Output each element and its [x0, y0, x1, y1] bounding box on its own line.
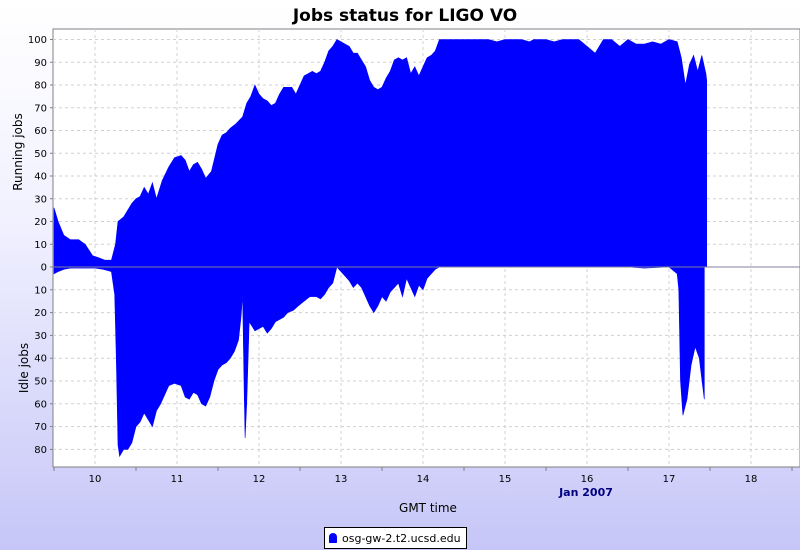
y-tick-label-idle: 20 — [34, 308, 47, 319]
y-tick-label-idle: 40 — [34, 354, 47, 365]
x-tick-label: 13 — [335, 474, 348, 485]
y-tick-label-idle: 30 — [34, 331, 47, 342]
x-tick-label: 12 — [253, 474, 266, 485]
x-axis-date-label: Jan 2007 — [558, 486, 613, 499]
y-tick-label-running: 70 — [34, 103, 47, 114]
y-tick-label-idle: 10 — [34, 285, 47, 296]
x-tick-label: 10 — [89, 474, 102, 485]
y-tick-label-running: 0 — [41, 263, 47, 274]
y-tick-label-running: 100 — [28, 35, 47, 46]
y-tick-label-idle: 60 — [34, 399, 47, 410]
y-tick-label-idle: 50 — [34, 377, 47, 388]
y-axis-label-idle: Idle jobs — [17, 343, 31, 393]
y-axis-running: 0 10 20 30 40 50 60 70 80 90 100 — [28, 35, 53, 274]
x-tick-label: 16 — [581, 474, 594, 485]
x-tick-label: 15 — [499, 474, 512, 485]
y-axis-idle: 10 20 30 40 50 60 70 80 — [34, 285, 53, 456]
y-tick-label-running: 20 — [34, 217, 47, 228]
y-tick-label-idle: 80 — [34, 445, 47, 456]
running-jobs-area — [53, 39, 707, 268]
chart-title: Jobs status for LIGO VO — [292, 6, 517, 26]
x-tick-label: 18 — [745, 474, 758, 485]
x-axis: 10 11 12 13 14 15 16 17 18 — [53, 467, 793, 485]
y-tick-label-running: 50 — [34, 149, 47, 160]
y-tick-label-running: 30 — [34, 194, 47, 205]
x-tick-label: 11 — [171, 474, 184, 485]
y-tick-label-idle: 70 — [34, 422, 47, 433]
y-tick-label-running: 80 — [34, 81, 47, 92]
legend-swatch-icon — [329, 533, 337, 543]
x-tick-label: 17 — [663, 474, 676, 485]
legend: osg-gw-2.t2.ucsd.edu — [324, 527, 467, 549]
x-axis-label: GMT time — [399, 501, 457, 515]
y-tick-label-running: 40 — [34, 172, 47, 183]
y-tick-label-running: 10 — [34, 240, 47, 251]
y-tick-label-running: 90 — [34, 58, 47, 69]
legend-series-label: osg-gw-2.t2.ucsd.edu — [342, 531, 461, 545]
x-tick-label: 14 — [417, 474, 430, 485]
y-tick-label-running: 60 — [34, 126, 47, 137]
y-axis-label-running: Running jobs — [11, 113, 25, 191]
